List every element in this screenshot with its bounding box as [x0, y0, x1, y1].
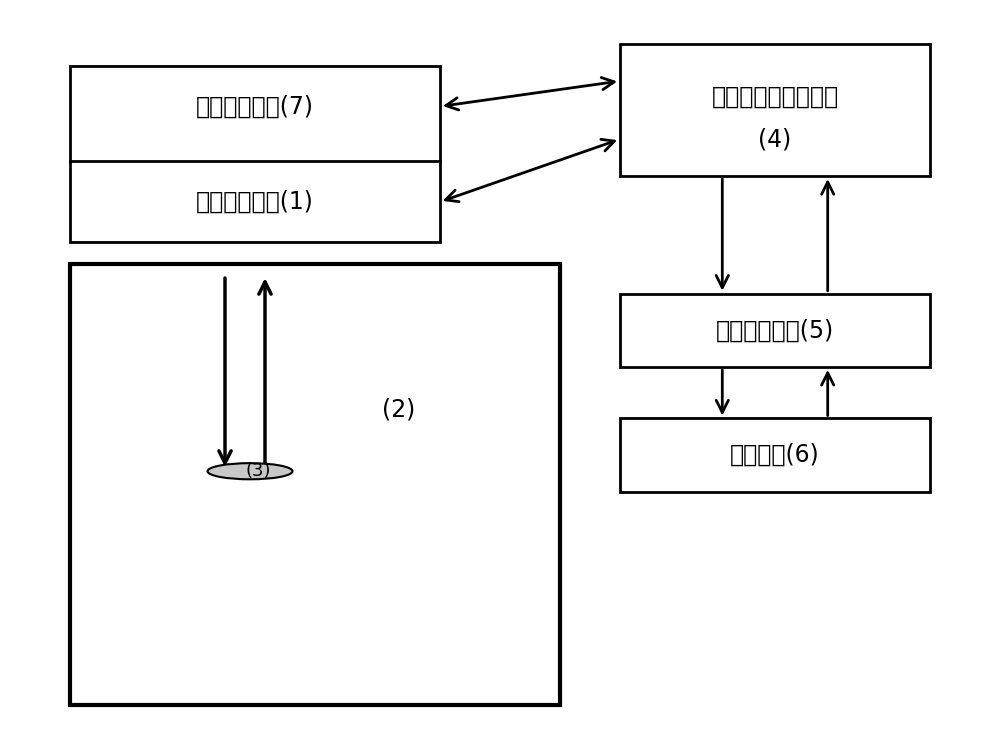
Text: (2): (2)	[382, 398, 415, 421]
Bar	[620, 44, 930, 176]
Bar	[70, 264, 560, 705]
Text: (4): (4)	[758, 127, 792, 151]
Bar	[620, 418, 930, 492]
Text: 激光传感探头(1): 激光传感探头(1)	[196, 190, 314, 214]
Text: 温度控制系统(7): 温度控制系统(7)	[196, 95, 314, 118]
Text: 数据采集与处理模块: 数据采集与处理模块	[711, 85, 839, 109]
Ellipse shape	[208, 463, 292, 479]
Text: (3): (3)	[245, 462, 271, 480]
Text: 控制模块(6): 控制模块(6)	[730, 443, 820, 467]
Bar	[70, 66, 440, 242]
Text: 数据通信模块(5): 数据通信模块(5)	[716, 319, 834, 342]
Bar	[620, 294, 930, 367]
